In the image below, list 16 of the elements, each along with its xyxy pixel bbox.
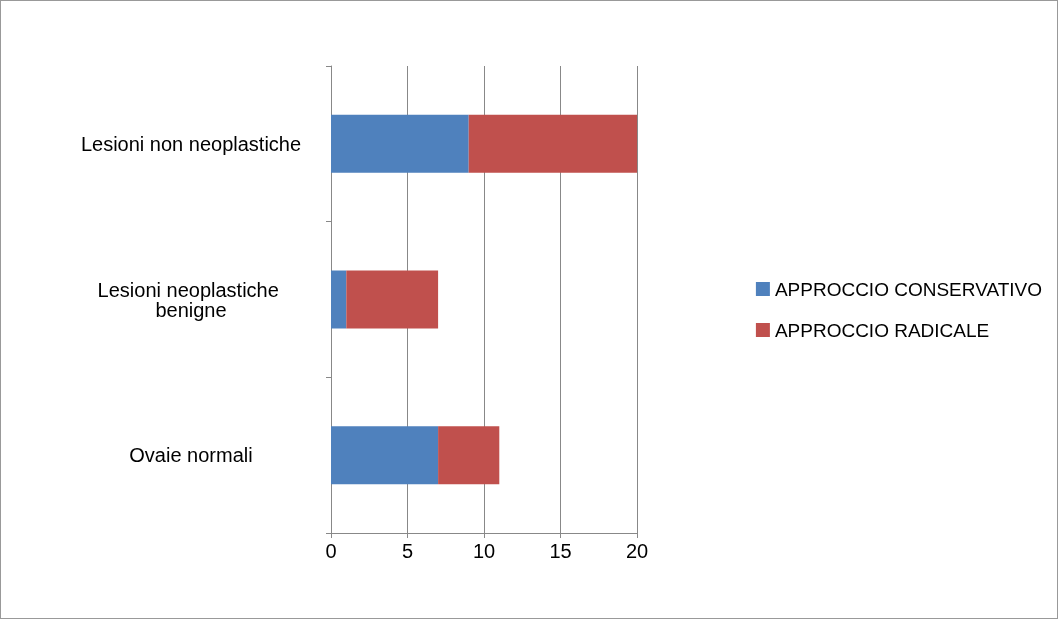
bar [346,270,439,329]
bar [331,270,347,329]
legend-label: APPROCCIO RADICALE [774,319,990,341]
legend-label: APPROCCIO CONSERVATIVO [774,278,1043,300]
y-tick-label: Lesioni non neoplastiche [80,132,302,155]
x-tick-label: 10 [472,540,496,562]
y-tick-label: Lesioni neoplastiche benigne [97,278,285,321]
bar [331,426,439,485]
bar [438,426,500,485]
x-tick-label: 5 [401,540,414,562]
x-tick-label: 15 [549,540,572,562]
y-tick-label: Ovaie normali [129,444,253,467]
x-tick-label: 20 [625,540,649,562]
bar [331,114,469,173]
bar [468,114,637,173]
x-tick-label: 0 [325,540,337,562]
